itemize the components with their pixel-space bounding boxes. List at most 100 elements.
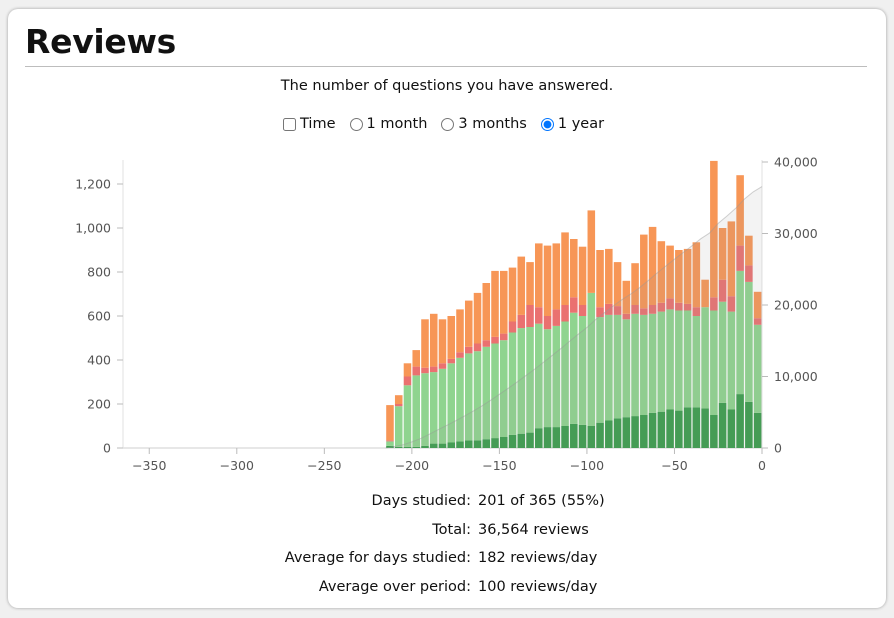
range-1-year-radio[interactable] bbox=[540, 117, 554, 131]
x-tick-label: −150 bbox=[482, 458, 516, 473]
bar-segment bbox=[535, 428, 543, 448]
bar-segment bbox=[500, 340, 508, 437]
bar-segment bbox=[622, 280, 631, 314]
bar-segment bbox=[648, 412, 657, 448]
bar-segment bbox=[692, 407, 701, 448]
stat-value: 36,564 reviews bbox=[478, 521, 589, 538]
bar-segment bbox=[596, 307, 604, 318]
bar-segment bbox=[412, 446, 421, 448]
bar-segment bbox=[745, 265, 753, 282]
bar-segment bbox=[500, 437, 508, 448]
stat-value: 201 of 365 (55%) bbox=[478, 493, 605, 510]
range-1-month[interactable]: 1 month bbox=[349, 116, 428, 132]
bar-segment bbox=[464, 353, 473, 441]
y2-tick-label: 40,000 bbox=[774, 155, 818, 170]
x-tick-label: 0 bbox=[758, 458, 766, 473]
bar-segment bbox=[482, 439, 491, 448]
time-toggle[interactable]: Time bbox=[283, 116, 336, 132]
range-1-year[interactable]: 1 year bbox=[540, 116, 604, 132]
stat-row-average-studied: Average for days studied: 182 reviews/da… bbox=[8, 544, 886, 573]
y2-tick-label: 20,000 bbox=[774, 298, 818, 313]
bar-segment bbox=[561, 426, 569, 448]
bar-segment bbox=[500, 270, 508, 334]
bar-segment bbox=[473, 440, 482, 448]
bar-segment bbox=[526, 305, 534, 327]
bar-segment bbox=[640, 308, 648, 315]
cumulative-fill bbox=[385, 186, 762, 448]
bar-segment bbox=[464, 346, 473, 354]
time-label: Time bbox=[300, 116, 336, 132]
stat-label: Total: bbox=[432, 521, 471, 538]
bar-segment bbox=[613, 418, 622, 448]
bar-segment bbox=[508, 267, 517, 322]
bar-segment bbox=[491, 270, 499, 337]
bar-segment bbox=[447, 358, 456, 364]
y-tick-label: 200 bbox=[87, 397, 111, 412]
range-3-months[interactable]: 3 months bbox=[441, 116, 527, 132]
bar-segment bbox=[386, 405, 394, 441]
bar-segment bbox=[552, 243, 561, 310]
bar-segment bbox=[438, 363, 447, 369]
bar-segment bbox=[648, 305, 657, 314]
bar-segment bbox=[753, 412, 762, 448]
reviews-chart[interactable]: −350 −300 −250 −200 −150 −100 −50 0020040060080… bbox=[8, 9, 886, 489]
bar-segment bbox=[578, 316, 587, 425]
bar-segment bbox=[482, 346, 491, 440]
bar-segment bbox=[718, 228, 727, 280]
bar-segment bbox=[412, 350, 421, 367]
bar-segment bbox=[640, 415, 648, 448]
stat-row-average-period: Average over period: 100 reviews/day bbox=[8, 573, 886, 602]
bar-segment bbox=[438, 443, 447, 448]
bar-segment bbox=[710, 415, 718, 448]
bar-segment bbox=[578, 305, 587, 316]
bar-segment bbox=[578, 424, 587, 448]
bar-segment bbox=[587, 210, 596, 293]
bar-segment bbox=[570, 297, 578, 313]
bar-segment bbox=[745, 281, 753, 402]
bar-segment bbox=[613, 306, 622, 315]
bar-segment bbox=[596, 250, 604, 308]
time-checkbox[interactable] bbox=[283, 117, 296, 131]
bar-segment bbox=[491, 343, 499, 439]
stats-table: Days studied: 201 of 365 (55%) Total: 36… bbox=[8, 487, 886, 601]
bar-segment bbox=[570, 239, 578, 298]
bar-segment bbox=[648, 313, 657, 413]
bar-segment bbox=[666, 309, 674, 410]
bar-segment bbox=[745, 401, 753, 448]
range-3-months-radio[interactable] bbox=[441, 117, 455, 131]
bar-segment bbox=[535, 243, 543, 308]
bar-segment bbox=[447, 316, 456, 359]
range-1-month-radio[interactable] bbox=[349, 117, 363, 131]
title-divider bbox=[25, 66, 867, 67]
bar-segment bbox=[675, 410, 683, 448]
bar-segment bbox=[701, 307, 709, 409]
bar-segment bbox=[561, 232, 569, 305]
y-tick-label: 400 bbox=[87, 353, 111, 368]
bar-segment bbox=[500, 333, 508, 341]
bar-segment bbox=[403, 446, 412, 448]
bar-segment bbox=[622, 319, 631, 418]
bar-segment bbox=[429, 443, 438, 448]
bar-segment bbox=[456, 309, 464, 353]
bar-segment bbox=[710, 310, 718, 415]
range-1-month-label: 1 month bbox=[366, 116, 428, 132]
bar-segment bbox=[386, 441, 394, 446]
bar-segment bbox=[394, 395, 403, 404]
stat-label: Average for days studied: bbox=[284, 550, 471, 567]
bar-segment bbox=[683, 407, 692, 448]
bar-segment bbox=[727, 221, 736, 297]
bar-segment bbox=[596, 422, 604, 448]
bar-segment bbox=[386, 445, 394, 448]
stat-row-days-studied: Days studied: 201 of 365 (55%) bbox=[8, 487, 886, 516]
bar-segment bbox=[666, 409, 674, 448]
bar-segment bbox=[683, 310, 692, 408]
bar-segment bbox=[552, 325, 561, 428]
x-tick-label: −100 bbox=[570, 458, 604, 473]
chart-subtitle: The number of questions you have answere… bbox=[280, 78, 614, 94]
bar-segment bbox=[753, 318, 762, 325]
y2-tick-label: 10,000 bbox=[774, 369, 818, 384]
bar-segment bbox=[666, 298, 674, 310]
stat-label: Days studied: bbox=[371, 493, 471, 510]
bar-segment bbox=[543, 427, 552, 448]
bar-segment bbox=[622, 417, 631, 448]
